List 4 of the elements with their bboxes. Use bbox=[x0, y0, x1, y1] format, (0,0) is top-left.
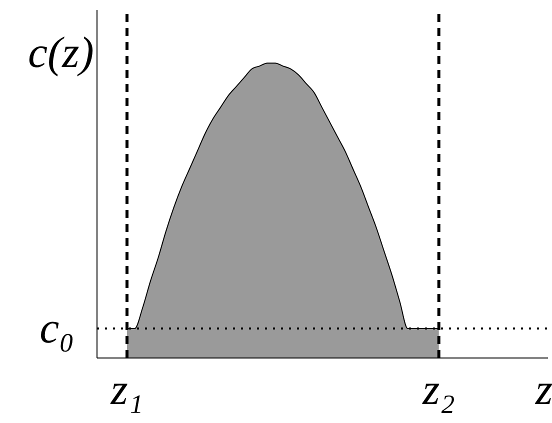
ref-line-label: c₀ bbox=[40, 304, 74, 353]
y-axis-title: c(z) bbox=[28, 28, 94, 78]
x-tick-label: z₁ bbox=[110, 365, 144, 414]
x-tick-label: z₂ bbox=[422, 365, 456, 414]
